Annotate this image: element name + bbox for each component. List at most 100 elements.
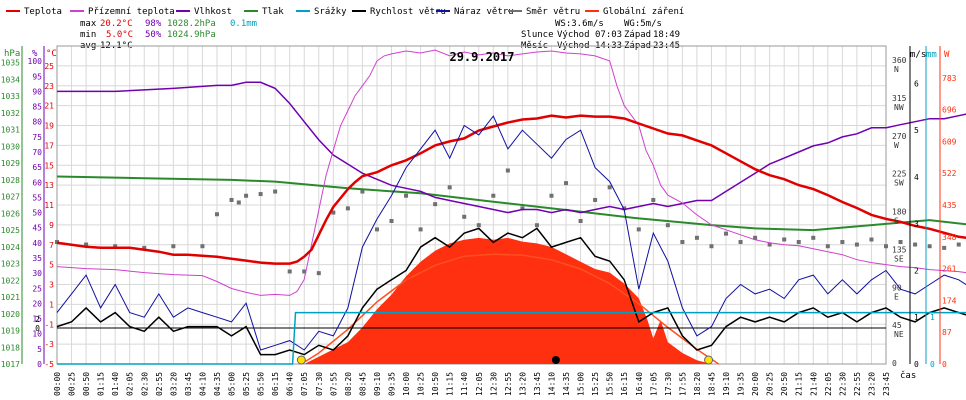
axis-tick-pressure: 1022 xyxy=(1,276,20,285)
axis-unit-pressure: hPa xyxy=(4,49,20,59)
point-smer xyxy=(680,240,685,245)
point-smer xyxy=(884,244,888,249)
point-smer xyxy=(433,202,438,207)
x-tick-label: 22:05 xyxy=(824,372,833,396)
point-smer xyxy=(622,206,627,211)
axis-tick-wind-speed: 2 xyxy=(914,266,919,275)
axis-tick-wind-direction: 360 xyxy=(892,56,907,65)
axis-tick-radiation: 174 xyxy=(942,296,957,305)
series-zareni xyxy=(304,237,712,364)
axis-tick-temperature: 5 xyxy=(49,261,54,270)
axis-tick-wind-speed: 6 xyxy=(914,79,919,88)
axis-tick-temperature: 17 xyxy=(44,141,54,150)
x-tick-label: 23:20 xyxy=(867,372,876,396)
axis-tick-pressure: 1024 xyxy=(1,243,20,252)
legend-label-zareni: Globální záření xyxy=(603,7,684,17)
point-smer xyxy=(142,245,147,250)
axis-tick-radiation: 783 xyxy=(942,74,957,83)
axis-tick-wind-direction: 180 xyxy=(892,208,907,217)
axis-unit-rain: mm xyxy=(926,50,937,60)
point-smer xyxy=(738,240,743,245)
axis-tick-radiation: 522 xyxy=(942,169,957,178)
axis-tick-pressure: 1025 xyxy=(1,226,20,235)
x-tick-label: 10:25 xyxy=(417,372,426,396)
marker-moonrise xyxy=(551,356,560,364)
axis-tick-temperature: 15 xyxy=(44,161,54,170)
axis-tick-pressure: 1029 xyxy=(1,159,20,168)
axis-tick-wind-direction-compass: NW xyxy=(894,103,904,112)
axis-tick-wind-direction: 315 xyxy=(892,94,907,103)
point-smer xyxy=(840,240,845,245)
axis-tick-radiation: 348 xyxy=(942,233,957,242)
point-smer xyxy=(258,192,263,197)
x-tick-label: 12:30 xyxy=(489,372,498,396)
series-zareni-teoreticke xyxy=(300,253,720,365)
axis-tick-pressure: 1023 xyxy=(1,260,20,269)
x-tick-label: 20:00 xyxy=(751,372,760,396)
point-smer xyxy=(898,240,903,245)
x-tick-label: 23:45 xyxy=(882,372,891,396)
point-smer xyxy=(229,197,234,202)
axis-tick-wind-direction-compass: W xyxy=(894,141,899,150)
x-tick-label: 21:15 xyxy=(795,372,804,396)
axis-tick-pressure: 1031 xyxy=(1,126,20,135)
axis-tick-humidity: 25 xyxy=(32,284,42,293)
point-smer xyxy=(927,244,932,249)
point-smer xyxy=(549,193,554,198)
x-tick-label: 04:10 xyxy=(198,372,207,396)
axis-tick-temperature: -1 xyxy=(44,320,54,329)
stats-sun-set-label: Západ xyxy=(624,30,651,40)
axis-tick-radiation: 435 xyxy=(942,201,957,210)
x-tick-label: 09:10 xyxy=(373,372,382,396)
point-smer xyxy=(331,210,336,215)
axis-tick-pressure: 1034 xyxy=(1,75,20,84)
stats-sun-rise: 07:03 xyxy=(595,30,622,40)
axis-tick-temperature: 25 xyxy=(44,62,54,71)
axis-tick-humidity: 60 xyxy=(32,178,42,187)
point-smer xyxy=(956,242,961,247)
point-smer xyxy=(404,193,409,198)
x-tick-label: 18:20 xyxy=(693,372,702,396)
axis-tick-humidity: 85 xyxy=(32,103,42,112)
series-pocitova xyxy=(56,49,966,296)
axis-tick-wind-speed: 1 xyxy=(914,313,919,322)
plot-area xyxy=(55,49,966,365)
x-tick-label: 02:05 xyxy=(126,372,135,396)
point-smer xyxy=(171,244,176,249)
point-smer xyxy=(84,242,89,247)
legend-label-pocitova: Přízemní teplota xyxy=(88,7,175,17)
legend-label-smer: Směr větru xyxy=(526,7,580,17)
x-tick-label: 04:35 xyxy=(213,372,222,396)
axis-tick-humidity: 90 xyxy=(32,87,42,96)
x-tick-label: 11:40 xyxy=(460,372,469,396)
point-smer xyxy=(345,206,350,211)
axis-tick-temperature: 19 xyxy=(44,122,54,131)
legend-label-rychlost: Rychlost větru xyxy=(370,7,446,17)
x-tick-label: 02:30 xyxy=(140,372,149,396)
stats-sun-rise-label: Východ xyxy=(557,30,590,40)
series-rychlost xyxy=(56,227,966,356)
point-smer xyxy=(607,185,612,190)
x-tick-label: 14:10 xyxy=(547,372,556,396)
axis-tick-radiation: 87 xyxy=(942,328,952,337)
axes: 1017101810191020102110221023102410251026… xyxy=(1,46,957,396)
x-tick-label: 09:35 xyxy=(388,372,397,396)
axis-tick-humidity: 10 xyxy=(32,330,42,339)
axis-tick-wind-direction: 225 xyxy=(892,170,907,179)
x-tick-label: 05:50 xyxy=(257,372,266,396)
axis-tick-wind-speed: 4 xyxy=(914,173,919,182)
axis-tick-humidity: 5 xyxy=(37,345,42,354)
axis-unit-humidity: % xyxy=(32,49,38,59)
point-smer xyxy=(767,242,772,247)
series-srazky xyxy=(57,311,966,365)
axis-tick-humidity: 30 xyxy=(32,269,42,278)
x-tick-label: 10:50 xyxy=(431,372,440,396)
x-tick-label: 18:45 xyxy=(707,372,716,396)
x-tick-label: 17:55 xyxy=(678,372,687,396)
marker-sunset xyxy=(704,355,714,365)
x-tick-label: 00:00 xyxy=(53,372,62,396)
x-tick-label: 08:45 xyxy=(358,372,367,396)
x-tick-label: 06:15 xyxy=(271,372,280,396)
axis-tick-pressure: 1019 xyxy=(1,327,20,336)
point-smer xyxy=(55,240,59,245)
